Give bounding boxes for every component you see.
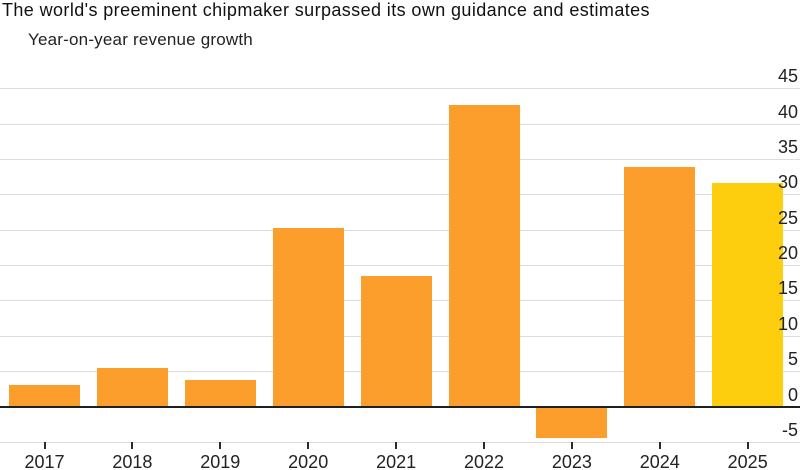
bar-2024: [624, 166, 696, 407]
y-tick-label-45: 45: [777, 66, 798, 87]
gridline-40: [0, 123, 800, 125]
y-tick-label-0: 0: [787, 384, 798, 405]
x-tick-label-2023: 2023: [551, 452, 592, 470]
x-tick-label-2020: 2020: [288, 452, 329, 470]
x-tick-label-2022: 2022: [463, 452, 505, 470]
gridline-45: [0, 88, 800, 90]
x-tick-2017: [43, 441, 46, 449]
chart-title: The world's preeminent chipmaker surpass…: [2, 0, 650, 20]
bar-2021: [360, 275, 432, 407]
x-tick-2019: [219, 441, 222, 449]
y-tick-label-5: 5: [787, 349, 798, 370]
x-tick-2024: [658, 441, 661, 449]
x-tick-2018: [131, 441, 134, 449]
chart-subtitle: Year-on-year revenue growth: [28, 30, 253, 49]
x-tick-label-2021: 2021: [376, 452, 417, 470]
gridline-30: [0, 194, 800, 196]
x-tick-2020: [307, 441, 310, 449]
x-tick-label-2017: 2017: [24, 452, 65, 470]
x-tick-label-2018: 2018: [112, 452, 153, 470]
y-tick-label-15: 15: [777, 278, 798, 299]
y-tick-label--5: -5: [781, 419, 798, 440]
gridline-25: [0, 229, 800, 231]
bar-2025: [712, 183, 784, 407]
bar-2019: [184, 380, 256, 407]
x-tick-2023: [570, 441, 573, 449]
x-tick-2025: [746, 441, 749, 449]
x-tick-2022: [483, 441, 485, 449]
x-tick-label-2019: 2019: [200, 452, 241, 470]
y-tick-label-25: 25: [777, 207, 798, 228]
bar-2017: [9, 384, 80, 407]
bar-2023: [536, 406, 608, 439]
y-tick-label-40: 40: [777, 101, 798, 122]
x-tick-label-2024: 2024: [639, 452, 680, 470]
x-tick-2021: [395, 441, 398, 449]
y-tick-label-30: 30: [777, 172, 798, 193]
y-tick-label-35: 35: [777, 137, 798, 157]
bar-2020: [272, 228, 344, 407]
gridline--5: [0, 441, 800, 443]
gridline-35: [0, 159, 800, 160]
gridline-20: [0, 265, 800, 267]
bar-2022: [448, 105, 520, 407]
x-tick-label-2025: 2025: [727, 452, 768, 470]
bar-2018: [96, 367, 168, 407]
y-tick-label-20: 20: [777, 243, 798, 264]
y-tick-label-10: 10: [777, 313, 798, 334]
zero-baseline: [0, 405, 800, 408]
